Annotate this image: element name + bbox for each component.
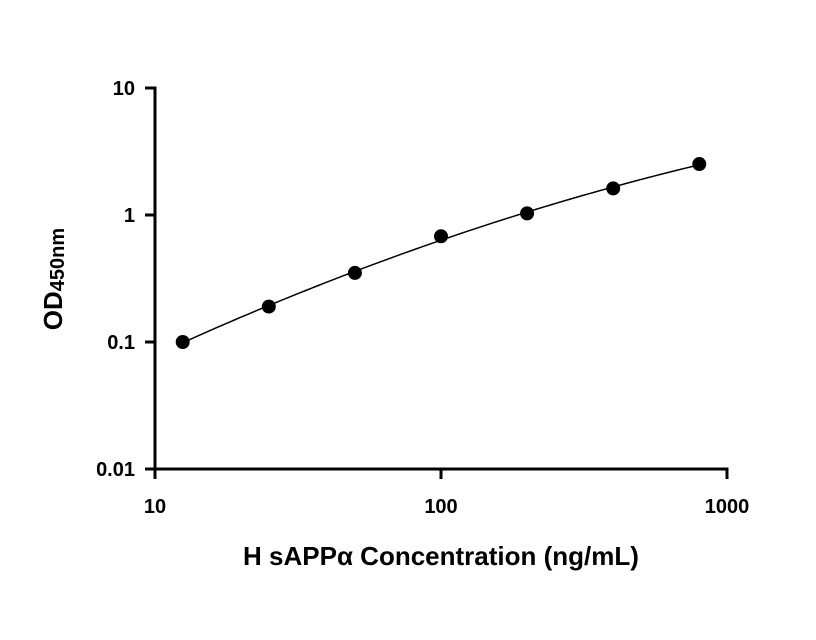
y-axis-title-subscript: 450nm — [47, 228, 69, 291]
data-point — [692, 157, 707, 172]
x-axis-ticks: 10 100 1000 — [144, 469, 749, 518]
chart-axes — [153, 86, 729, 471]
y-axis-ticks: 0.01 0.1 1 10 — [96, 78, 155, 481]
y-tick-label: 1 — [124, 205, 135, 227]
y-axis-title: OD450nm — [38, 228, 69, 330]
x-axis-title: H sAPPα Concentration (ng/mL) — [243, 541, 639, 571]
data-point — [520, 206, 535, 221]
y-tick-label: 0.1 — [107, 332, 135, 354]
data-point — [261, 299, 276, 314]
y-tick-label: 0.01 — [96, 459, 135, 481]
x-tick-label: 10 — [144, 496, 166, 518]
x-tick-label: 1000 — [705, 496, 750, 518]
data-points — [175, 157, 707, 349]
y-axis-title-main: OD — [38, 291, 68, 330]
data-point — [347, 265, 362, 280]
data-point — [606, 181, 621, 196]
data-point — [434, 229, 448, 244]
x-tick-label: 100 — [424, 496, 457, 518]
fit-curve-line — [182, 164, 700, 344]
y-tick-label: 10 — [113, 78, 135, 100]
data-point — [175, 335, 190, 349]
